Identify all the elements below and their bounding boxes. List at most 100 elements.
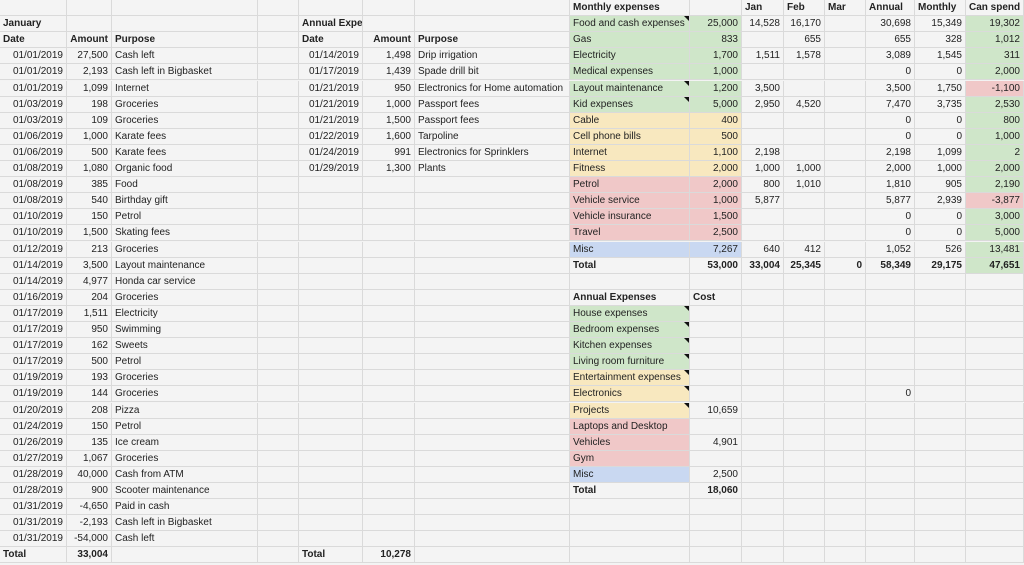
empty-cell[interactable] — [825, 305, 866, 322]
monthly-mar-cell[interactable] — [825, 16, 866, 33]
monthly-mar-cell[interactable] — [825, 96, 866, 113]
monthly-feb-cell[interactable] — [784, 193, 825, 210]
empty-cell[interactable] — [866, 338, 915, 355]
empty-cell[interactable] — [784, 386, 825, 403]
monthly-jan-cell[interactable]: 1,511 — [742, 48, 784, 65]
annual-expense-total-label[interactable]: Total — [299, 547, 363, 564]
empty-cell[interactable] — [363, 418, 415, 435]
january-amount-cell[interactable]: 1,500 — [67, 225, 112, 242]
empty-cell[interactable] — [258, 64, 299, 81]
empty-cell[interactable] — [570, 499, 690, 516]
january-purpose-cell[interactable]: Petrol — [112, 209, 258, 226]
monthly-budget-cell[interactable]: 1,000 — [690, 64, 742, 81]
annual-category-cell[interactable]: Electronics — [570, 386, 690, 403]
empty-cell[interactable] — [784, 338, 825, 355]
empty-cell[interactable] — [742, 370, 784, 387]
annual-purpose-cell[interactable]: Electronics for Home automation — [415, 80, 570, 97]
empty-cell[interactable] — [415, 531, 570, 548]
january-purpose-cell[interactable]: Skating fees — [112, 225, 258, 242]
january-date-cell[interactable]: 01/10/2019 — [0, 225, 67, 242]
empty-cell[interactable] — [866, 483, 915, 500]
january-date-cell[interactable]: 01/14/2019 — [0, 273, 67, 290]
column-header[interactable]: Date — [299, 32, 363, 49]
monthly-monthly-cell[interactable]: 0 — [915, 209, 966, 226]
january-amount-cell[interactable]: 1,511 — [67, 305, 112, 322]
empty-cell[interactable] — [966, 322, 1024, 339]
annual-amount-cell[interactable]: 1,439 — [363, 64, 415, 81]
monthly-monthly-cell[interactable]: 1,545 — [915, 48, 966, 65]
monthly-can-cell[interactable]: 1,012 — [966, 32, 1024, 49]
empty-cell[interactable] — [415, 354, 570, 371]
january-purpose-cell[interactable]: Sweets — [112, 338, 258, 355]
monthly-jan-cell[interactable] — [742, 209, 784, 226]
annual-purpose-cell[interactable]: Electronics for Sprinklers — [415, 144, 570, 161]
annual-cost-cell[interactable] — [690, 354, 742, 371]
empty-cell[interactable] — [258, 177, 299, 194]
annual-expenses-total-label[interactable]: Total — [570, 483, 690, 500]
empty-cell[interactable] — [570, 547, 690, 564]
monthly-feb-cell[interactable] — [784, 144, 825, 161]
monthly-budget-cell[interactable]: 400 — [690, 112, 742, 129]
january-purpose-cell[interactable]: Groceries — [112, 370, 258, 387]
empty-cell[interactable] — [966, 450, 1024, 467]
empty-cell[interactable] — [866, 434, 915, 451]
empty-cell[interactable] — [966, 499, 1024, 516]
january-purpose-cell[interactable]: Groceries — [112, 112, 258, 129]
annual-date-cell[interactable]: 01/21/2019 — [299, 80, 363, 97]
monthly-can-cell[interactable]: 2,000 — [966, 64, 1024, 81]
empty-cell[interactable] — [258, 499, 299, 516]
annual-category-cell[interactable]: Vehicles — [570, 434, 690, 451]
monthly-can-cell[interactable]: 13,481 — [966, 241, 1024, 258]
empty-cell[interactable] — [866, 370, 915, 387]
january-amount-cell[interactable]: 500 — [67, 354, 112, 371]
empty-cell[interactable] — [784, 354, 825, 371]
january-amount-cell[interactable]: 3,500 — [67, 257, 112, 274]
annual-category-cell[interactable]: Projects — [570, 402, 690, 419]
monthly-annual-cell[interactable]: 30,698 — [866, 16, 915, 33]
empty-cell[interactable] — [915, 418, 966, 435]
monthly-jan-cell[interactable]: 1,000 — [742, 161, 784, 178]
empty-cell[interactable] — [112, 547, 258, 564]
empty-cell[interactable] — [299, 225, 363, 242]
empty-cell[interactable] — [966, 547, 1024, 564]
empty-cell[interactable] — [258, 257, 299, 274]
empty-cell[interactable] — [784, 322, 825, 339]
annual-cost-cell[interactable] — [690, 338, 742, 355]
empty-cell[interactable] — [415, 466, 570, 483]
empty-cell[interactable] — [966, 386, 1024, 403]
monthly-category-cell[interactable]: Internet — [570, 144, 690, 161]
empty-cell[interactable] — [258, 466, 299, 483]
empty-cell[interactable] — [299, 209, 363, 226]
empty-cell[interactable] — [258, 418, 299, 435]
january-date-cell[interactable]: 01/19/2019 — [0, 386, 67, 403]
empty-cell[interactable] — [363, 322, 415, 339]
empty-cell[interactable] — [825, 434, 866, 451]
annual-category-cell[interactable]: Living room furniture — [570, 354, 690, 371]
annual-date-cell[interactable]: 01/29/2019 — [299, 161, 363, 178]
empty-cell[interactable] — [299, 531, 363, 548]
monthly-jan-cell[interactable] — [742, 112, 784, 129]
annual-cost-cell[interactable] — [690, 418, 742, 435]
annual-cost-cell[interactable]: 10,659 — [690, 402, 742, 419]
empty-cell[interactable] — [415, 386, 570, 403]
annual-expenses-total-value[interactable]: 18,060 — [690, 483, 742, 500]
empty-cell[interactable] — [784, 499, 825, 516]
empty-cell[interactable] — [0, 0, 67, 17]
monthly-mar-cell[interactable] — [825, 225, 866, 242]
january-date-cell[interactable]: 01/17/2019 — [0, 322, 67, 339]
january-date-cell[interactable]: 01/01/2019 — [0, 48, 67, 65]
empty-cell[interactable] — [415, 547, 570, 564]
empty-cell[interactable] — [258, 96, 299, 113]
january-date-cell[interactable]: 01/28/2019 — [0, 483, 67, 500]
monthly-header[interactable]: Can spend — [966, 0, 1024, 17]
january-amount-cell[interactable]: 27,500 — [67, 48, 112, 65]
empty-cell[interactable] — [258, 434, 299, 451]
empty-cell[interactable] — [363, 241, 415, 258]
empty-cell[interactable] — [784, 450, 825, 467]
empty-cell[interactable] — [363, 402, 415, 419]
monthly-header[interactable]: Monthly — [915, 0, 966, 17]
monthly-feb-cell[interactable]: 412 — [784, 241, 825, 258]
monthly-category-cell[interactable]: Misc — [570, 241, 690, 258]
january-amount-cell[interactable]: -54,000 — [67, 531, 112, 548]
empty-cell[interactable] — [415, 434, 570, 451]
